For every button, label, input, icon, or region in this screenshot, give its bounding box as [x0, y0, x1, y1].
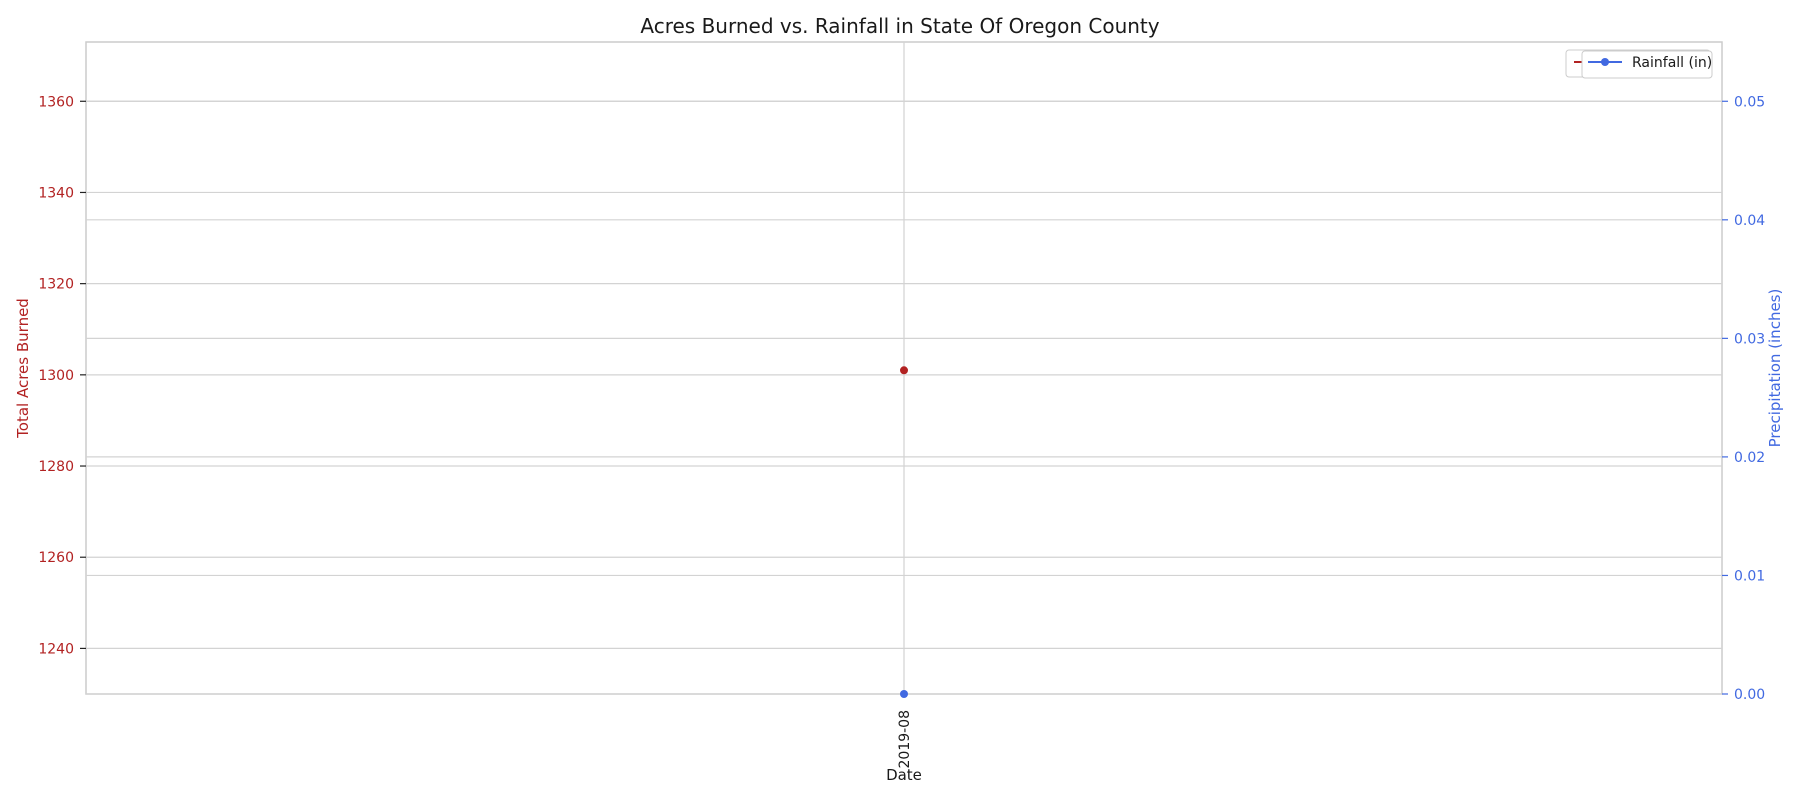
right-tick-label: 0.04: [1734, 213, 1765, 229]
left-tick-label: 1280: [38, 459, 74, 475]
right-tick-label: 0.00: [1734, 687, 1765, 703]
left-tick-label: 1260: [38, 550, 74, 566]
left-tick-label: 1340: [38, 185, 74, 201]
x-tick-label: 2019-08: [897, 710, 913, 769]
left-tick-label: 1320: [38, 277, 74, 293]
left-gridlines: [86, 100, 1722, 650]
data-point: [900, 690, 908, 698]
left-tick-label: 1240: [38, 641, 74, 657]
right-tick-label: 0.05: [1734, 94, 1765, 110]
x-ticks: 2019-08: [897, 710, 913, 769]
right-y-axis-label: Precipitation (inches): [1766, 289, 1784, 448]
left-y-axis-label: Total Acres Burned: [14, 298, 32, 439]
left-tick-label: 1300: [38, 368, 74, 384]
legend-swatch-rainfall-marker: [1601, 58, 1609, 66]
legend-box-rainfall: [1581, 50, 1713, 79]
right-tick-label: 0.03: [1734, 331, 1765, 347]
left-y-ticks: 1240 1260 1280 1300 1320 1340 1360: [38, 94, 86, 657]
x-axis-label: Date: [886, 766, 922, 784]
right-y-ticks: 0.00 0.01 0.02 0.03 0.04 0.05: [1722, 94, 1765, 703]
legend: Rainfall (in): [1565, 49, 1713, 79]
legend-label-rainfall: Rainfall (in): [1632, 55, 1712, 71]
series-marks: [900, 366, 908, 698]
left-tick-label: 1360: [38, 94, 74, 110]
right-tick-label: 0.02: [1734, 450, 1765, 466]
data-point: [900, 366, 908, 375]
chart-title: Acres Burned vs. Rainfall in State Of Or…: [640, 14, 1159, 38]
right-tick-label: 0.01: [1734, 568, 1765, 584]
